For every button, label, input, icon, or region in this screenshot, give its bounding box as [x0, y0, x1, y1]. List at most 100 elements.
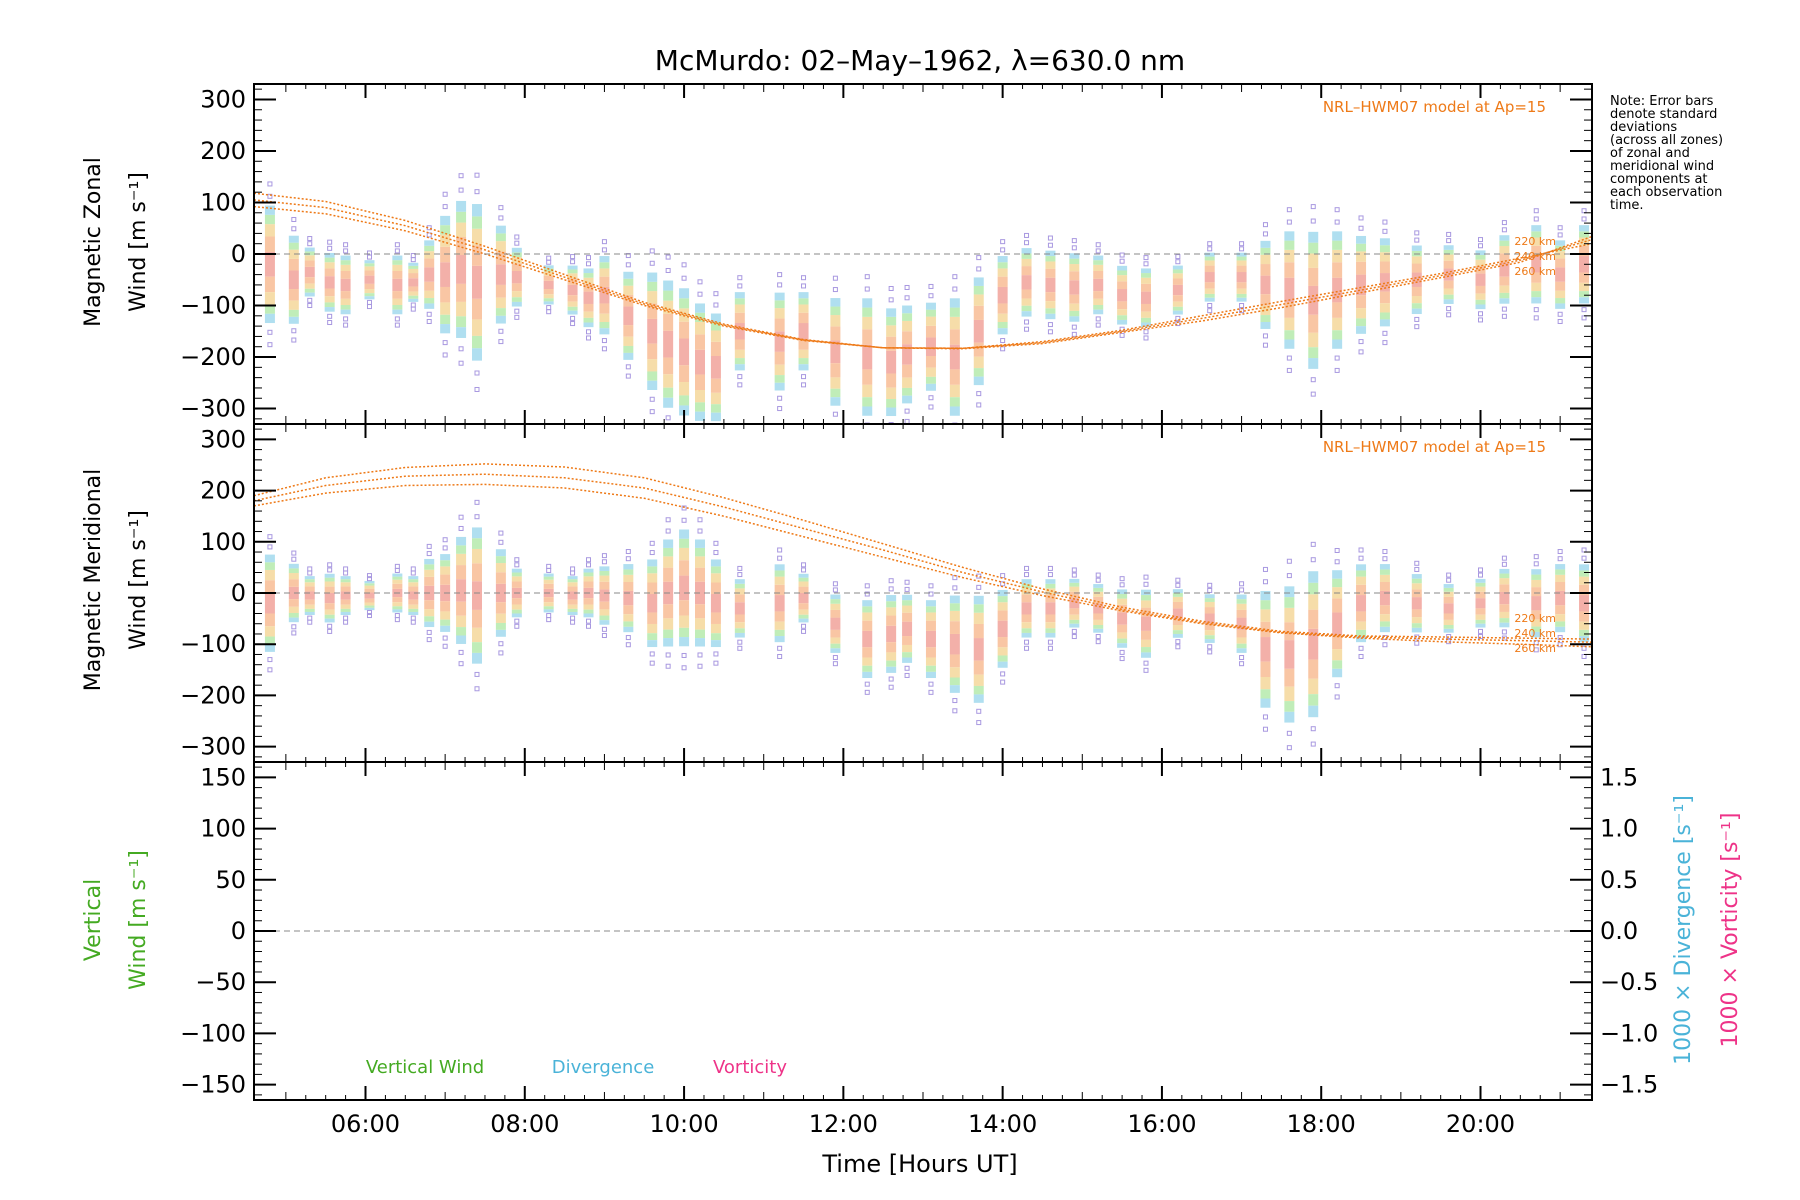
meridional-outlier-point — [1533, 554, 1539, 560]
legend-vorticity: Vorticity — [713, 1057, 787, 1078]
meridional-observation-band — [340, 579, 351, 583]
zonal-observation-band — [324, 302, 335, 308]
legend-vertical-wind: Vertical Wind — [366, 1057, 484, 1078]
meridional-outlier-point — [1414, 566, 1420, 572]
zonal-observation-band — [1117, 301, 1128, 310]
zonal-observation-band — [324, 288, 335, 297]
zonal-observation-band — [1021, 275, 1032, 290]
meridional-outlier-point — [586, 618, 591, 624]
zonal-observation-band — [997, 268, 1008, 277]
zonal-observation-band — [543, 280, 554, 290]
zonal-outlier-point — [1239, 241, 1245, 247]
zonal-observation-band — [1356, 243, 1367, 252]
zonal-observation-band — [949, 384, 960, 398]
zonal-outlier-point — [713, 302, 719, 308]
meridional-observation-band — [567, 576, 578, 580]
zonal-model-260-km — [254, 192, 1592, 350]
zonal-outlier-point — [1095, 248, 1101, 254]
meridional-observation-band — [1045, 594, 1056, 603]
meridional-observation-band — [695, 556, 705, 568]
zonal-observation-band — [1379, 291, 1390, 304]
zonal-observation-band — [1379, 238, 1390, 246]
vertical-y-tick-label: 50 — [215, 866, 246, 894]
meridional-observation-band — [902, 605, 913, 613]
meridional-observation-band — [1499, 611, 1510, 619]
zonal-observation-band — [1021, 298, 1032, 306]
zonal-altitude-label: 260 km — [1514, 265, 1556, 278]
zonal-observation-band — [1093, 255, 1104, 261]
zonal-observation-band — [1093, 298, 1104, 305]
zonal-observation-band — [830, 306, 841, 316]
zonal-observation-band — [1284, 240, 1295, 250]
zonal-observation-band — [1141, 277, 1151, 284]
zonal-outlier-point — [410, 306, 416, 312]
zonal-observation-band — [973, 342, 984, 357]
zonal-observation-band — [495, 233, 506, 242]
zonal-outlier-point — [904, 295, 910, 301]
meridional-observation-band — [1141, 647, 1151, 653]
meridional-observation-band — [695, 604, 705, 619]
meridional-observation-band — [774, 570, 785, 577]
meridional-observation-band — [1236, 609, 1247, 618]
meridional-observation-band — [1204, 635, 1215, 640]
zonal-observation-band — [392, 291, 403, 299]
meridional-observation-band — [1260, 600, 1271, 610]
meridional-outlier-point — [1286, 573, 1292, 579]
meridional-outlier-point — [1239, 587, 1245, 593]
zonal-observation-band — [1172, 306, 1183, 311]
zonal-outlier-point — [442, 191, 448, 197]
zonal-observation-band — [1531, 231, 1542, 238]
meridional-observation-band — [543, 573, 554, 577]
zonal-observation-band — [1555, 240, 1566, 246]
zonal-outlier-point — [1095, 242, 1101, 248]
meridional-observation-band — [663, 604, 674, 619]
meridional-outlier-point — [498, 641, 504, 647]
zonal-observation-band — [1475, 285, 1486, 294]
note-line: each observation — [1610, 185, 1723, 200]
zonal-observation-band — [1356, 318, 1367, 327]
meridional-outlier-point — [1239, 581, 1245, 587]
meridional-observation-band — [830, 599, 841, 604]
zonal-observation-band — [1579, 245, 1590, 257]
zonal-observation-band — [511, 271, 522, 284]
zonal-observation-band — [304, 260, 315, 267]
meridional-outlier-point — [801, 567, 807, 573]
zonal-outlier-point — [307, 297, 313, 303]
meridional-observation-band — [304, 604, 315, 609]
meridional-observation-band — [583, 598, 594, 605]
meridional-observation-band — [695, 638, 705, 647]
zonal-outlier-point — [1581, 315, 1587, 321]
meridional-observation-band — [599, 609, 610, 616]
meridional-outlier-point — [1207, 649, 1213, 655]
meridional-outlier-point — [546, 613, 552, 619]
meridional-observation-band — [340, 611, 351, 616]
meridional-outlier-point — [426, 543, 432, 549]
zonal-observation-band — [424, 251, 435, 259]
meridional-observation-band — [1141, 600, 1151, 608]
meridional-outlier-point — [514, 557, 520, 563]
meridional-outlier-point — [442, 545, 448, 551]
zonal-observation-band — [1443, 299, 1454, 304]
meridional-outlier-point — [514, 623, 520, 629]
meridional-outlier-point — [665, 663, 671, 669]
meridional-observation-band — [1093, 603, 1104, 614]
meridional-observation-band — [1499, 591, 1510, 605]
zonal-observation-band — [647, 291, 658, 304]
zonal-outlier-point — [343, 322, 349, 328]
zonal-observation-band — [734, 358, 745, 365]
zonal-outlier-point — [1024, 240, 1030, 246]
zonal-observation-band — [774, 375, 785, 383]
meridional-observation-band — [1332, 612, 1343, 635]
meridional-observation-band — [1411, 627, 1422, 633]
meridional-observation-band — [1284, 622, 1295, 641]
zonal-observation-band — [304, 266, 315, 278]
zonal-observation-band — [424, 298, 435, 304]
meridional-outlier-point — [1533, 640, 1539, 646]
zonal-observation-band — [1356, 235, 1367, 244]
meridional-observation-band — [1411, 583, 1422, 590]
meridional-observation-band — [511, 581, 522, 588]
zonal-observation-band — [1308, 242, 1319, 254]
meridional-outlier-point — [601, 553, 607, 559]
zonal-observation-band — [862, 298, 873, 308]
meridional-observation-band — [440, 619, 451, 626]
